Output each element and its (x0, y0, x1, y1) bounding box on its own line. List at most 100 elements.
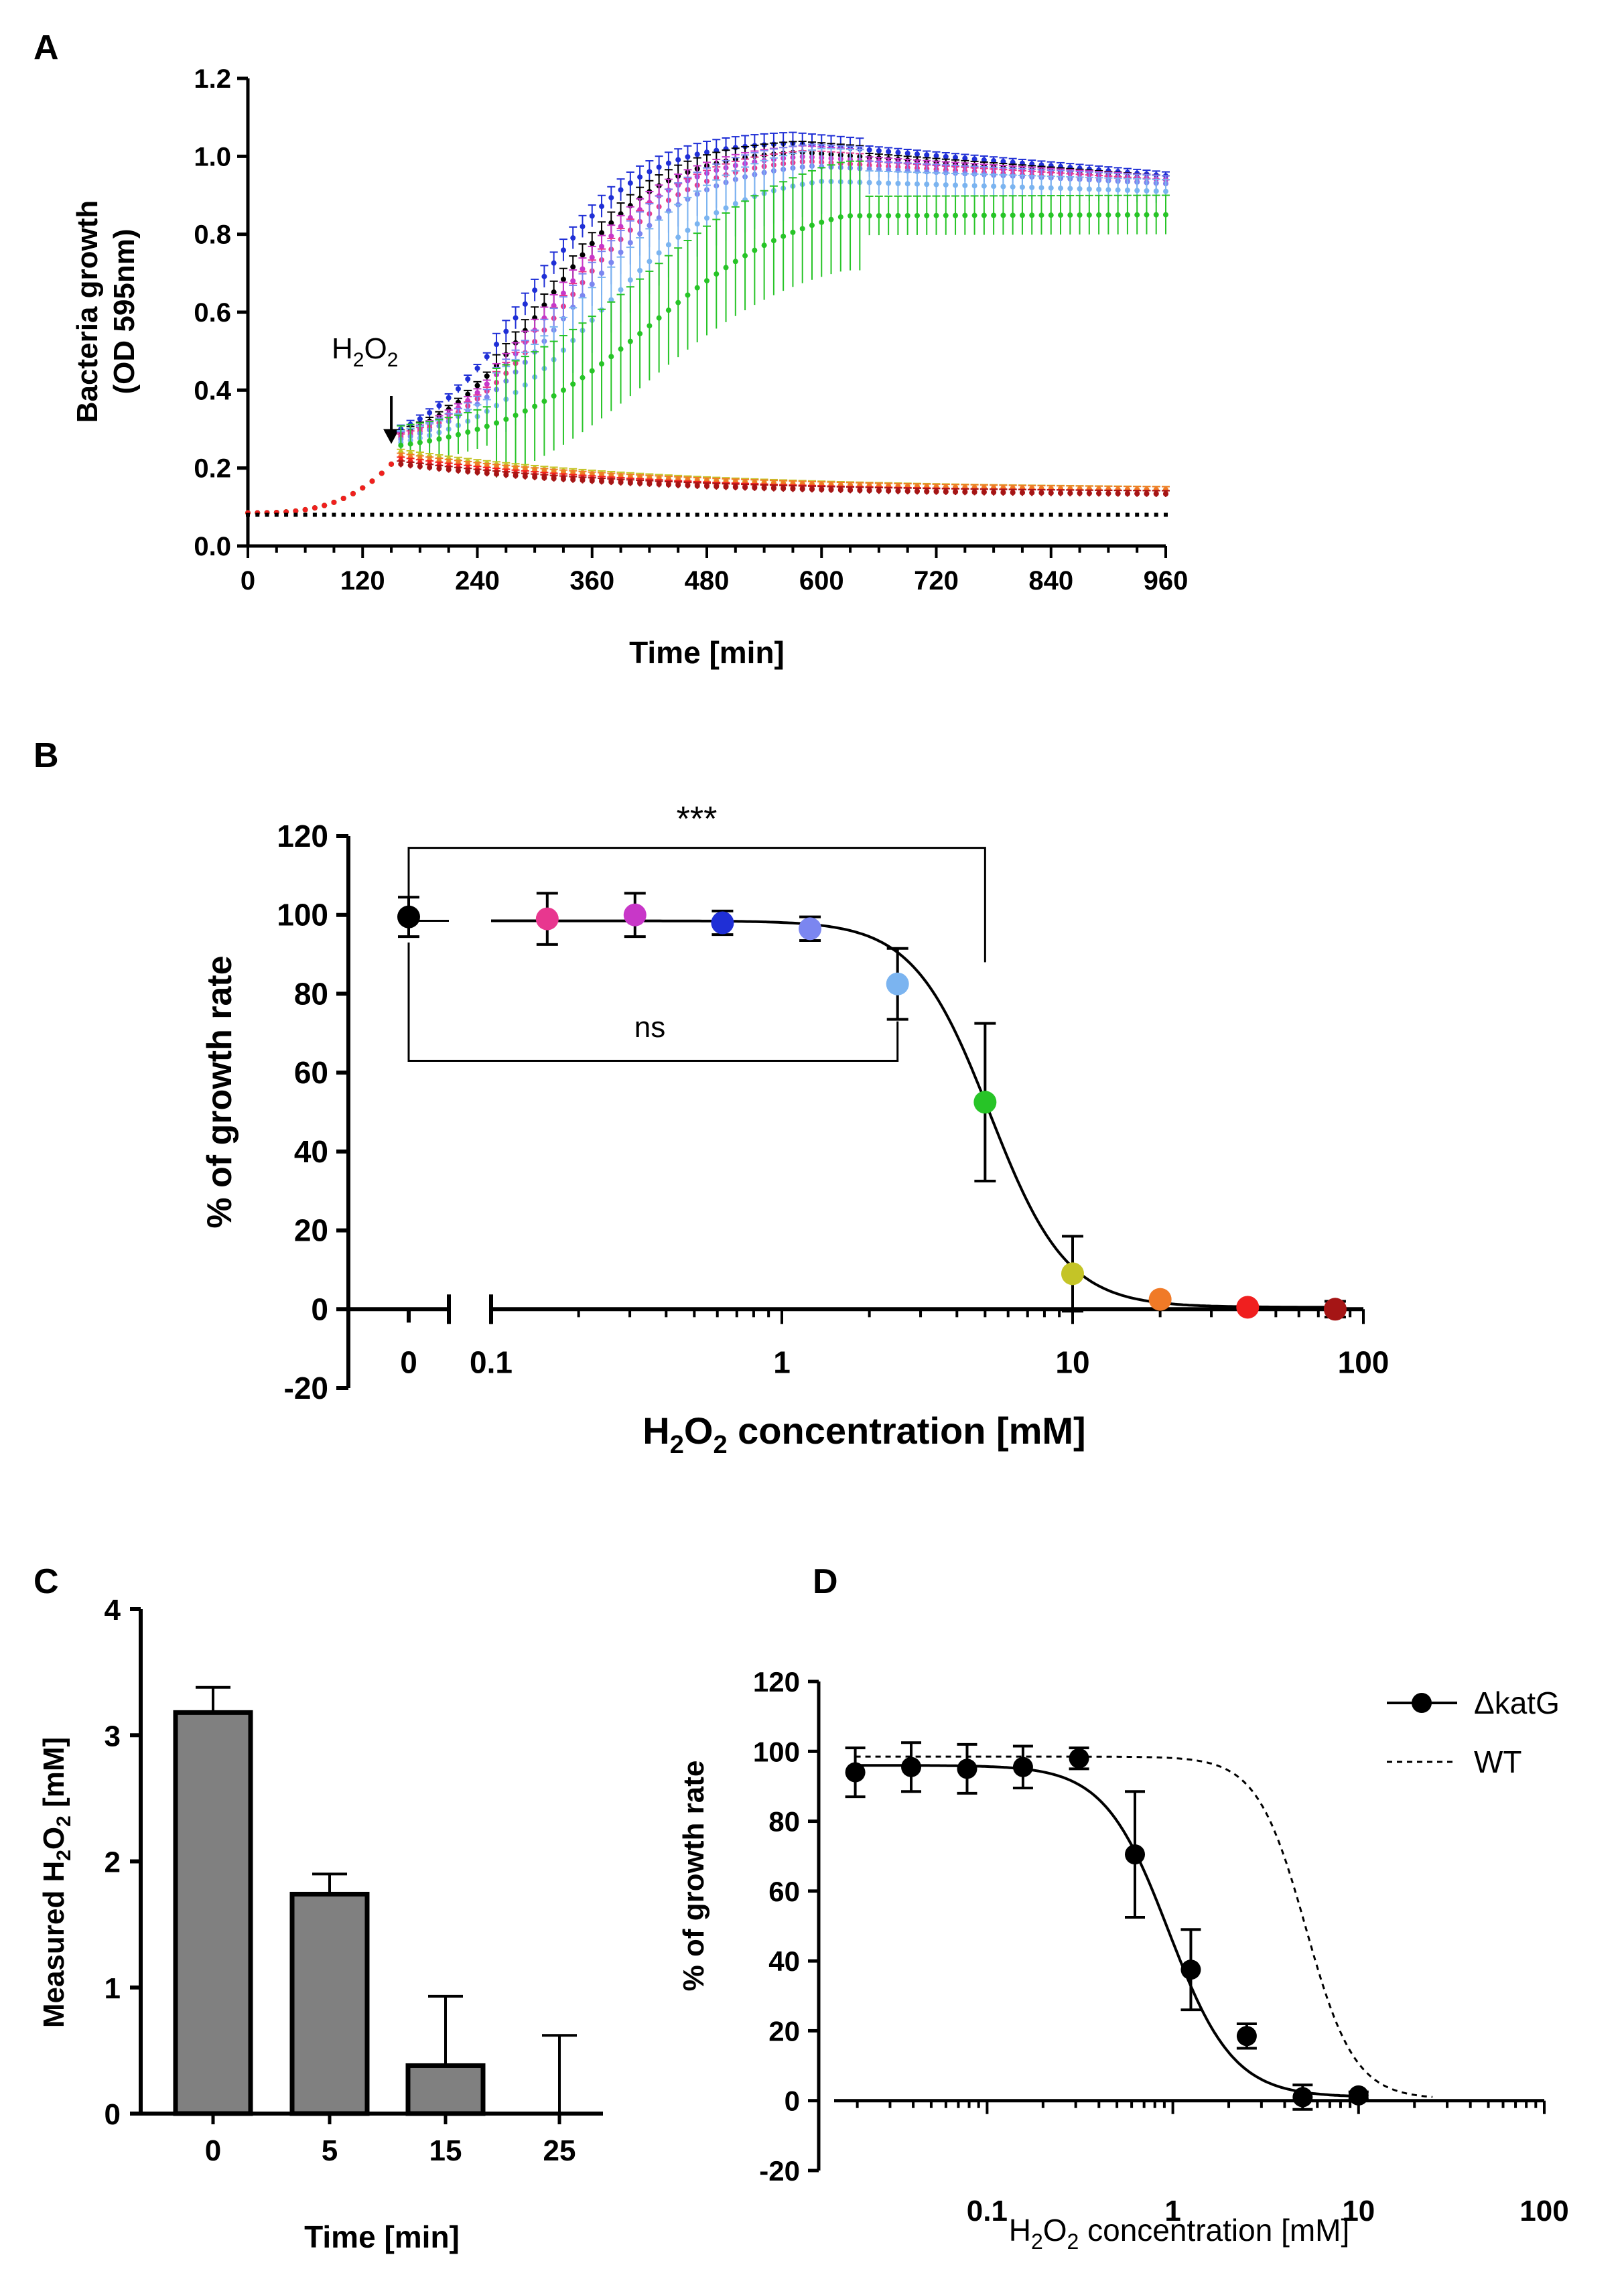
panel-a-blank-point (571, 512, 576, 517)
panel-a-blank-point (494, 512, 499, 517)
panel-a-blank-point (1144, 512, 1149, 517)
panel-a-data-point (589, 281, 595, 287)
panel-a-chart: Bacteria growth (OD 595nm) Time [min] H2… (71, 64, 1188, 670)
panel-a-data-point (1153, 188, 1159, 194)
panel-a-data-point (1029, 212, 1035, 218)
panel-a-xlabel: Time [min] (629, 635, 785, 670)
panel-a-data-point (1000, 212, 1006, 218)
panel-a-data-point (914, 488, 920, 494)
panel-a-data-point (953, 182, 959, 188)
panel-a-data-point (608, 233, 614, 239)
panel-a-data-point (312, 505, 318, 511)
panel-a-x-tick-label: 0 (241, 566, 255, 596)
panel-a-blank-point (427, 512, 432, 517)
panel-a-data-point (522, 301, 528, 307)
panel-a-data-point (484, 423, 490, 429)
panel-b-data-point (1323, 1298, 1347, 1321)
panel-c-y-tick-label: 2 (105, 1846, 121, 1879)
panel-a-blank-point (915, 512, 919, 517)
panel-a-data-point (465, 429, 471, 435)
panel-a-data-point (694, 483, 700, 489)
panel-a-blank-point (513, 512, 518, 517)
panel-a-data-point (665, 307, 671, 314)
panel-c-xlabel: Time [min] (304, 2219, 460, 2254)
panel-a-blank-point (771, 512, 776, 517)
panel-a-ylabel-2: (OD 595nm) (108, 229, 141, 395)
panel-d-x-tick-label: 0.1 (967, 2195, 1008, 2227)
panel-a-data-point (599, 478, 605, 484)
panel-a-data-point (675, 234, 681, 240)
panel-a-data-point (742, 484, 748, 490)
panel-a-data-point (991, 490, 997, 496)
panel-a-data-point (570, 477, 576, 483)
panel-a-data-point (675, 299, 681, 305)
panel-a-data-point (532, 287, 538, 293)
panel-a-data-point (714, 484, 720, 490)
panel-a-blank-point (1010, 512, 1015, 517)
panel-a-data-point (895, 149, 901, 155)
panel-a-data-point (427, 438, 433, 444)
panel-a-data-point (1124, 490, 1130, 496)
panel-a-data-point (1029, 490, 1035, 496)
panel-d-label: D (813, 1562, 838, 1601)
panel-a-blank-point (284, 512, 289, 517)
panel-a-data-point (503, 328, 509, 334)
panel-a-data-point (1105, 212, 1111, 218)
panel-a-blank-point (1097, 512, 1101, 517)
panel-a-data-point (1038, 212, 1044, 218)
panel-a-data-point (761, 485, 767, 491)
panel-a-blank-point (322, 512, 327, 517)
panel-a-data-point (685, 482, 691, 488)
panel-a-data-point (1115, 212, 1121, 218)
panel-b-y-tick-label: 40 (294, 1134, 328, 1169)
panel-b-data-point (1061, 1262, 1084, 1286)
panel-a-data-point (560, 276, 566, 282)
panel-a-blank-point (934, 512, 939, 517)
panel-d-y-tick-label: 40 (768, 1945, 800, 1977)
panel-a-data-point (904, 212, 910, 218)
panel-a-data-point (1096, 186, 1102, 192)
panel-a-data-point (732, 201, 738, 207)
panel-c-x-tick-label: 5 (322, 2134, 338, 2167)
panel-a-data-point (446, 466, 452, 472)
panel-a-data-point (723, 265, 729, 271)
panel-d-data-point (1012, 1757, 1033, 1777)
panel-d-data-point (1236, 2026, 1257, 2047)
panel-a-data-point (379, 470, 385, 476)
panel-a-data-point (1163, 212, 1168, 218)
panel-a-blank-point (791, 512, 795, 517)
panel-a-data-point (953, 489, 959, 495)
panel-a-data-point (589, 368, 595, 374)
panel-a-blank-point (417, 512, 422, 517)
panel-a-data-point (436, 403, 442, 409)
panel-a-data-point (618, 480, 624, 486)
panel-a-data-point (589, 478, 595, 484)
panel-a-data-point (455, 386, 461, 392)
panel-a-data-point (1077, 212, 1083, 218)
panel-a-data-point (446, 395, 452, 401)
panel-a-x-tick-label: 960 (1144, 566, 1189, 596)
panel-a-data-point (819, 486, 825, 492)
panel-c-x-tick-label: 0 (205, 2134, 221, 2167)
panel-a-data-point (1010, 490, 1016, 496)
panel-a-data-point (589, 240, 595, 247)
panel-a-data-point (618, 187, 624, 193)
panel-a-blank-point (274, 512, 279, 517)
panel-a-data-point (1144, 188, 1150, 194)
panel-a-blank-point (1164, 512, 1168, 517)
panel-a-blank-point (312, 512, 317, 517)
panel-a-data-point (522, 408, 528, 414)
panel-a-blank-point (561, 512, 565, 517)
panel-a-data-point (1134, 212, 1140, 218)
panel-b-data-point (973, 1091, 997, 1114)
panel-d-y-tick-label: 60 (768, 1876, 800, 1907)
panel-a-data-point (685, 227, 691, 233)
panel-a-data-point (761, 243, 767, 249)
panel-d-y-tick-label: 80 (768, 1806, 800, 1838)
panel-a-data-point (837, 487, 843, 493)
panel-a-blank-point (896, 512, 900, 517)
panel-c-bar (405, 2063, 486, 2116)
panel-a-blank-point (905, 512, 910, 517)
panel-a-data-point (981, 212, 987, 218)
panel-a-data-point (1124, 187, 1130, 193)
